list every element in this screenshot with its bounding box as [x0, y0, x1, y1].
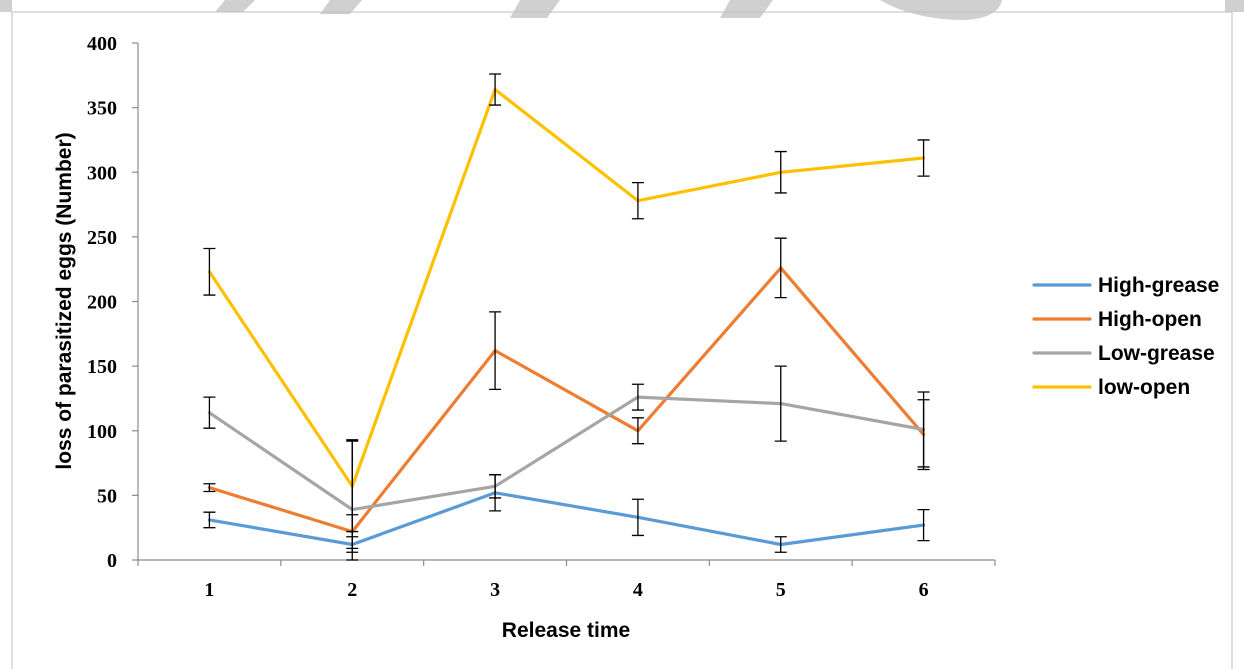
y-tick-label: 150	[87, 356, 117, 378]
error-bar	[774, 365, 787, 442]
plot-area: 0 50 100 150 200 250 300 350 400 1 2 3 4 5 6	[87, 33, 996, 601]
legend-label: low-open	[1098, 376, 1190, 399]
legend: High-grease High-open Low-grease low-open	[1032, 274, 1219, 399]
decorative-shape	[880, 0, 1002, 20]
decorative-shape	[0, 0, 12, 12]
error-bar	[631, 417, 644, 445]
error-bar	[203, 511, 216, 529]
decorative-shape	[1225, 0, 1244, 12]
x-tick-label: 2	[347, 579, 357, 601]
legend-label: Low-grease	[1098, 342, 1215, 365]
error-bar	[917, 508, 930, 542]
x-tick-label: 6	[919, 579, 929, 601]
x-axis-label: Release time	[502, 619, 630, 642]
x-tick-label: 3	[490, 579, 500, 601]
y-tick-label: 250	[87, 227, 117, 249]
y-tick-label: 400	[87, 33, 117, 55]
error-bar	[631, 498, 644, 537]
error-bar	[203, 483, 216, 493]
series-line-high-open	[207, 266, 926, 534]
series-line-low-grease	[207, 395, 926, 512]
y-tick-label: 350	[87, 98, 117, 120]
y-tick-label: 300	[87, 162, 117, 184]
series-line-low-open	[207, 87, 926, 488]
x-tick-label: 1	[204, 579, 214, 601]
error-bar	[203, 247, 216, 296]
error-bar	[489, 311, 502, 391]
error-bar	[917, 391, 930, 468]
error-bar	[774, 536, 787, 553]
error-bar	[774, 150, 787, 194]
top-decoration	[0, 0, 1244, 20]
y-tick-label: 200	[87, 292, 117, 314]
error-bar	[489, 474, 502, 499]
legend-label: High-open	[1098, 308, 1202, 331]
decorative-shape	[720, 0, 773, 18]
y-tick-label: 50	[97, 485, 117, 507]
error-bar	[631, 181, 644, 220]
x-tick-label: 4	[633, 579, 643, 601]
error-bar	[203, 396, 216, 429]
decorative-shape	[320, 0, 362, 14]
legend-label: High-grease	[1098, 274, 1219, 297]
y-axis-label: loss of parasitized eggs (Number)	[53, 132, 76, 469]
error-bar	[917, 139, 930, 177]
series-line-high-grease	[207, 491, 926, 547]
error-bar	[346, 440, 359, 533]
y-tick-label: 0	[107, 550, 117, 572]
error-bar	[774, 237, 787, 299]
decorative-shape	[510, 0, 560, 18]
x-tick-label: 5	[776, 579, 786, 601]
y-tick-label: 100	[87, 421, 117, 443]
error-bar	[631, 383, 644, 411]
error-bar	[489, 73, 502, 106]
decorative-shape	[215, 0, 255, 12]
